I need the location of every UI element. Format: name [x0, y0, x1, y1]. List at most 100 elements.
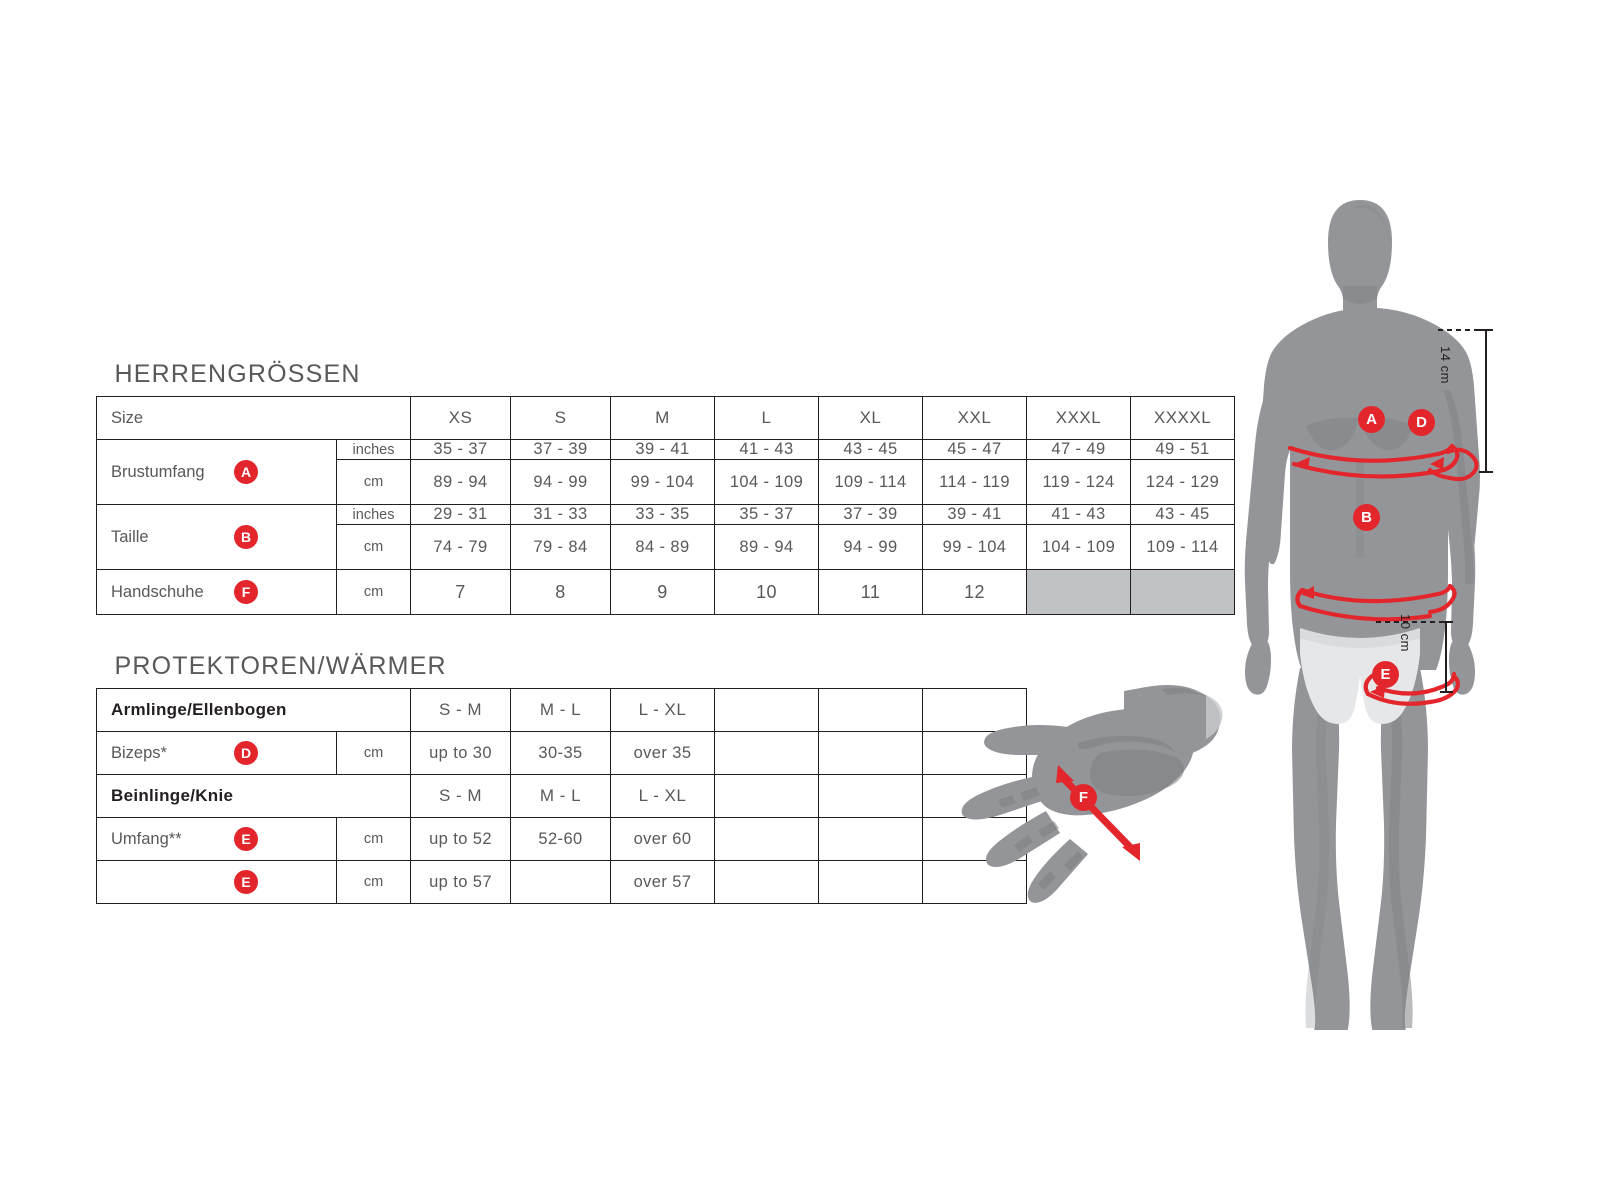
waist-arrow-head — [1300, 586, 1314, 599]
cell-chest-in-m: 39 - 41 — [610, 439, 715, 460]
section-label-leg-warmers: Beinlinge/Knie — [96, 774, 411, 818]
cell-waist-in-xxxxl: 43 - 45 — [1129, 504, 1236, 525]
leg-col-header-ml: M - L — [510, 774, 611, 818]
unit-cm: cm — [336, 459, 411, 505]
column-header-xxxxl: XXXXL — [1129, 396, 1236, 440]
table-row: Bizeps* D cm up to 30 30-35 over 35 — [96, 731, 1028, 775]
cell-waist-cm-xxxl: 104 - 109 — [1026, 524, 1131, 570]
leg-col-header-6 — [921, 774, 1028, 818]
cell-glove-l: 10 — [714, 569, 819, 615]
table-row: cm 89 - 94 94 - 99 99 - 104 104 - 109 10… — [97, 459, 1236, 505]
cell-waist-in-xxl: 39 - 41 — [922, 504, 1027, 525]
mens-sizes-banner-title: HERRENGRÖSSEN — [96, 352, 1235, 397]
badge-e2-icon: E — [234, 870, 258, 894]
cell-glove-xxxl — [1026, 569, 1131, 615]
leg-col-header-sm: S - M — [410, 774, 511, 818]
cell-chest-in-l: 41 - 43 — [714, 439, 819, 460]
cell-umfang2-6 — [921, 860, 1028, 904]
cell-chest-in-s: 37 - 39 — [510, 439, 611, 460]
unit-cm: cm — [336, 731, 411, 775]
bicep-arrow-head — [1430, 457, 1444, 470]
measure-label-biceps: Bizeps* D — [96, 731, 337, 775]
cell-biceps-4 — [714, 731, 819, 775]
cell-glove-xs: 7 — [410, 569, 511, 615]
column-header-xxxl: XXXL — [1026, 396, 1131, 440]
table-header-row: Size XS S M L XL XXL XXXL XXXXL — [96, 396, 1236, 440]
badge-d-icon: D — [234, 741, 258, 765]
cell-umfang-sm: up to 52 — [410, 817, 511, 861]
label-14cm: 14 cm — [1438, 346, 1453, 384]
cell-chest-cm-l: 104 - 109 — [714, 459, 819, 505]
cell-biceps-sm: up to 30 — [410, 731, 511, 775]
cell-waist-cm-xs: 74 - 79 — [410, 524, 511, 570]
column-header-xl: XL — [818, 396, 923, 440]
cell-chest-in-xl: 43 - 45 — [818, 439, 923, 460]
cell-umfang-6 — [921, 817, 1028, 861]
leg-col-header-lxl: L - XL — [610, 774, 715, 818]
cell-umfang2-5 — [818, 860, 923, 904]
unit-inches: inches — [336, 439, 411, 460]
cell-biceps-lxl: over 35 — [610, 731, 715, 775]
badge-a-icon: A — [234, 460, 258, 484]
measure-label-circumference-2: E — [96, 860, 337, 904]
column-header-xxl: XXL — [922, 396, 1027, 440]
badge-b-icon: B — [234, 525, 258, 549]
cell-chest-cm-xl: 109 - 114 — [818, 459, 923, 505]
cell-chest-in-xxxl: 47 - 49 — [1026, 439, 1131, 460]
unit-cm: cm — [336, 860, 411, 904]
cell-chest-cm-xxxxl: 124 - 129 — [1129, 459, 1236, 505]
cell-waist-cm-s: 79 - 84 — [510, 524, 611, 570]
cell-waist-in-xxxl: 41 - 43 — [1026, 504, 1131, 525]
body-badge-a-icon: A — [1358, 406, 1385, 433]
protectors-banner-title: PROTEKTOREN/WÄRMER — [96, 644, 1027, 689]
cell-glove-xl: 11 — [818, 569, 923, 615]
cell-waist-in-s: 31 - 33 — [510, 504, 611, 525]
measure-label-chest: Brustumfang A — [96, 439, 337, 505]
cell-umfang-5 — [818, 817, 923, 861]
cell-umfang-ml: 52-60 — [510, 817, 611, 861]
cell-waist-in-m: 33 - 35 — [610, 504, 715, 525]
hand-arrow-head-top — [1056, 765, 1074, 783]
column-header-m: M — [610, 396, 715, 440]
mens-sizes-table: HERRENGRÖSSEN Size XS S M L XL XXL XXXL … — [96, 352, 1236, 615]
arm-col-header-4 — [714, 688, 819, 732]
unit-cm: cm — [336, 569, 411, 615]
cell-chest-cm-xxxl: 119 - 124 — [1026, 459, 1131, 505]
protectors-warmers-table: PROTEKTOREN/WÄRMER Armlinge/Ellenbogen S… — [96, 644, 1028, 904]
cell-waist-cm-xl: 94 - 99 — [818, 524, 923, 570]
hand-arrow-head-bottom — [1122, 843, 1140, 861]
badge-f-icon: F — [234, 580, 258, 604]
table-row: E cm up to 57 over 57 — [96, 860, 1028, 904]
cell-chest-in-xs: 35 - 37 — [410, 439, 511, 460]
cell-umfang-lxl: over 60 — [610, 817, 715, 861]
cell-chest-cm-xs: 89 - 94 — [410, 459, 511, 505]
cell-waist-cm-xxxxl: 109 - 114 — [1129, 524, 1236, 570]
arm-col-header-5 — [818, 688, 923, 732]
cell-glove-s: 8 — [510, 569, 611, 615]
cell-waist-cm-l: 89 - 94 — [714, 524, 819, 570]
size-header-label: Size — [96, 396, 411, 440]
cell-glove-m: 9 — [610, 569, 715, 615]
measure-label-gloves: Handschuhe F — [96, 569, 337, 615]
cell-chest-in-xxl: 45 - 47 — [922, 439, 1027, 460]
table-row: Armlinge/Ellenbogen S - M M - L L - XL — [96, 688, 1028, 732]
measure-label-gloves-text: Handschuhe — [111, 582, 204, 601]
unit-inches: inches — [336, 504, 411, 525]
cell-umfang2-sm: up to 57 — [410, 860, 511, 904]
section-label-arm-warmers: Armlinge/Ellenbogen — [96, 688, 411, 732]
arm-col-header-6 — [921, 688, 1028, 732]
table-row: cm 74 - 79 79 - 84 84 - 89 89 - 94 94 - … — [97, 524, 1236, 570]
measure-label-waist: Taille B — [96, 504, 337, 570]
measure-label-circumference-text: Umfang** — [111, 829, 182, 848]
measure-label-chest-text: Brustumfang — [111, 462, 205, 481]
cell-biceps-5 — [818, 731, 923, 775]
body-badge-d-icon: D — [1408, 409, 1435, 436]
chest-arrow-head — [1294, 457, 1310, 469]
measure-label-waist-text: Taille — [111, 527, 149, 546]
column-header-l: L — [714, 396, 819, 440]
cell-umfang-4 — [714, 817, 819, 861]
arm-col-header-ml: M - L — [510, 688, 611, 732]
table-row: Umfang** E cm up to 52 52-60 over 60 — [96, 817, 1028, 861]
arm-col-header-lxl: L - XL — [610, 688, 715, 732]
cell-umfang2-lxl: over 57 — [610, 860, 715, 904]
